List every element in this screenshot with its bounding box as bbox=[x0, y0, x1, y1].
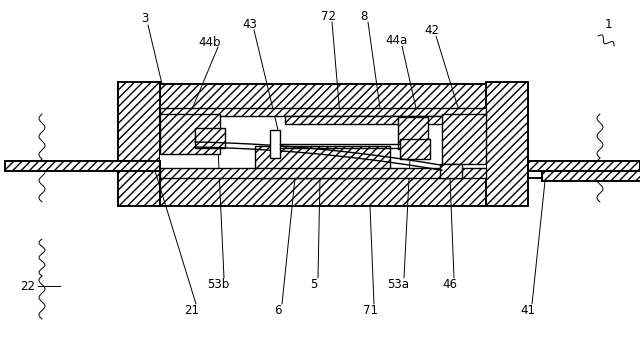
Text: 22: 22 bbox=[20, 280, 35, 292]
Bar bbox=[542, 171, 640, 181]
Bar bbox=[285, 116, 445, 124]
Text: 41: 41 bbox=[520, 303, 536, 316]
Bar bbox=[160, 168, 486, 178]
Bar bbox=[398, 117, 428, 149]
Text: 72: 72 bbox=[321, 10, 335, 23]
Text: 46: 46 bbox=[442, 278, 458, 291]
Text: 53b: 53b bbox=[207, 278, 229, 291]
Text: 71: 71 bbox=[362, 303, 378, 316]
Bar bbox=[160, 108, 486, 116]
Bar bbox=[118, 82, 160, 206]
Bar bbox=[160, 110, 486, 178]
Text: 6: 6 bbox=[275, 303, 282, 316]
Text: 4: 4 bbox=[608, 162, 616, 176]
Bar bbox=[528, 161, 640, 171]
Bar bbox=[255, 146, 390, 178]
Bar bbox=[270, 130, 280, 158]
Text: 1: 1 bbox=[604, 17, 612, 30]
Text: 5: 5 bbox=[310, 278, 317, 291]
Text: 44a: 44a bbox=[385, 34, 407, 46]
Bar bbox=[195, 128, 225, 148]
Bar bbox=[442, 114, 486, 164]
Bar bbox=[440, 164, 462, 178]
Bar bbox=[486, 82, 528, 206]
Text: 53a: 53a bbox=[387, 278, 409, 291]
Text: 8: 8 bbox=[360, 10, 368, 23]
Bar bbox=[5, 161, 160, 171]
Text: 43: 43 bbox=[243, 17, 257, 30]
Text: 2: 2 bbox=[24, 162, 32, 176]
Bar bbox=[118, 84, 528, 112]
Text: 44b: 44b bbox=[199, 35, 221, 48]
Bar bbox=[160, 178, 486, 206]
Bar bbox=[160, 114, 220, 154]
Text: 21: 21 bbox=[184, 303, 200, 316]
Bar bbox=[400, 139, 430, 159]
Text: 42: 42 bbox=[424, 23, 440, 36]
Text: 3: 3 bbox=[141, 12, 148, 25]
